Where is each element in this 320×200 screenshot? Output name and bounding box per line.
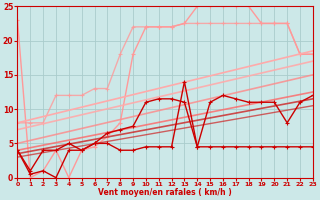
X-axis label: Vent moyen/en rafales ( km/h ): Vent moyen/en rafales ( km/h ) [98,188,232,197]
